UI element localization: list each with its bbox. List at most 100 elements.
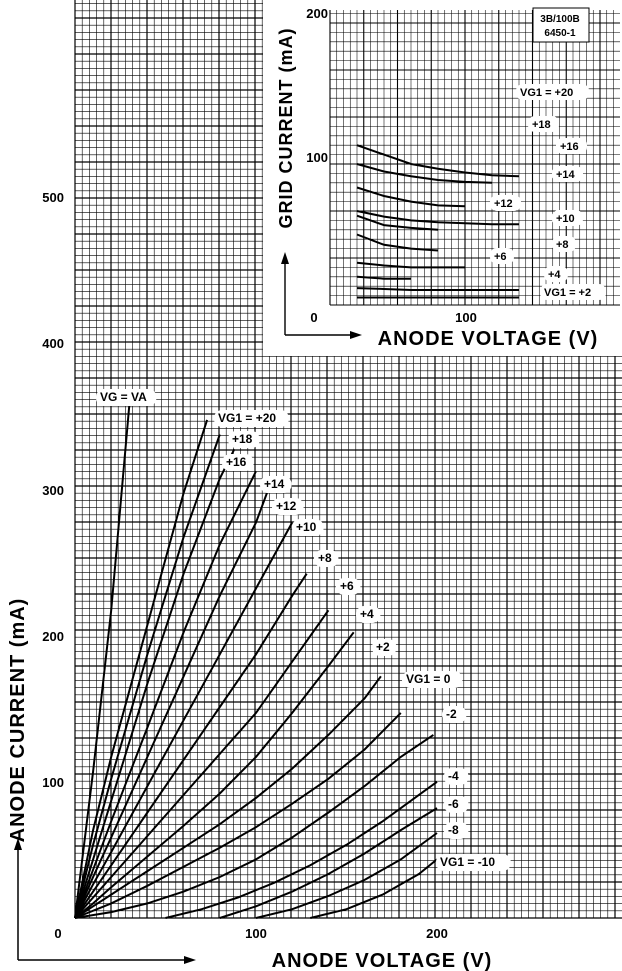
series-line-plus6 (74, 609, 330, 919)
series-label-bg-2 (442, 706, 467, 723)
series-label-6: -6 (448, 797, 459, 811)
series-line-plus12 (74, 492, 268, 919)
series-label-vg1-0: VG1 = 0 (406, 672, 451, 686)
labels: 100 200 300 400 500 0 100 200 ANODE VOLTAGE (V) A… (7, 6, 606, 971)
series-label-bg-vg1-0 (402, 671, 463, 688)
series-label-plus4: +4 (360, 607, 374, 621)
series-label-plus8: +8 (318, 551, 332, 565)
inset-series-label-vg1-plus20: VG1 = +20 (520, 87, 573, 99)
series-line-plus10 (74, 522, 294, 919)
inset-x-axis-title: ANODE VOLTAGE (V) (378, 328, 599, 350)
series-label-bg-plus12 (272, 498, 304, 515)
series-label-bg-6 (444, 796, 469, 813)
series-label-bg-plus4 (356, 606, 381, 623)
x-tick-label-200: 200 (426, 926, 448, 941)
inset-series-label-bg-plus6 (490, 248, 514, 264)
y-axis-title: ANODE CURRENT (mA) (7, 598, 29, 843)
inset-series-label-plus14: +14 (556, 169, 576, 181)
inset-series-line-plus4 (356, 287, 519, 291)
inset-series-label-bg-plus10 (552, 210, 583, 226)
inset-series-line-plus6 (356, 275, 411, 280)
inset-series-line-plus10 (356, 233, 439, 252)
series-label-bg-plus10 (292, 519, 324, 536)
inset-series-line-vg1-plus20 (356, 144, 520, 178)
y-axis-arrowhead (14, 838, 22, 850)
x-tick-label-100: 100 (245, 926, 267, 941)
inset-y-axis-arrowhead (281, 252, 289, 264)
series-label-plus16: +16 (226, 455, 247, 469)
inset-series-label-bg-plus14 (552, 166, 583, 182)
series-label-bg-plus18 (228, 431, 260, 448)
series-label-plus12: +12 (276, 499, 297, 513)
inset-series-line-plus18 (356, 163, 493, 184)
series-label-plus6: +6 (340, 579, 354, 593)
inset-series-label-plus10: +10 (556, 213, 575, 225)
inset-series-line-plus14 (356, 210, 519, 226)
series-label-vg-va: VG = VA (100, 390, 147, 404)
inset-series-label-bg-plus16 (556, 138, 587, 154)
inset-series-label-bg-plus18 (528, 116, 559, 132)
series-line-vg-va (74, 405, 131, 919)
inset-series-label-plus6: +6 (494, 251, 507, 263)
x-tick-label-0: 0 (54, 926, 61, 941)
series-label-bg-vg1-10 (436, 854, 511, 871)
series-label-plus10: +10 (296, 520, 317, 534)
series-line-plus8 (74, 573, 308, 919)
series-label-bg-plus6 (336, 578, 361, 595)
series-label-plus2: +2 (376, 640, 390, 654)
inset-series-label-bg-plus8 (552, 236, 576, 252)
series-line-vg1-0 (74, 712, 402, 919)
series-label-4: -4 (448, 769, 459, 783)
inset-series-label-plus4: +4 (548, 269, 561, 281)
inset-series-label-plus8: +8 (556, 239, 569, 251)
series-line-vg1-10 (310, 858, 438, 919)
inset-series-line-plus12 (356, 214, 439, 231)
series-line-vg1-plus20 (74, 419, 209, 919)
figure-code-line2: 6450-1 (544, 28, 576, 39)
series-line-4 (165, 780, 438, 919)
series-label-plus14: +14 (264, 477, 285, 491)
inset-y-tick-label-200: 200 (306, 6, 328, 21)
inset-series-label-vg1-plus2: VG1 = +2 (544, 287, 591, 299)
series-line-plus2 (74, 675, 382, 919)
x-axis-title: ANODE VOLTAGE (V) (272, 950, 493, 971)
series-line-plus18 (74, 434, 221, 919)
y-tick-label-100: 100 (42, 775, 64, 790)
series (74, 144, 520, 919)
inset-series-line-plus16 (356, 186, 466, 208)
series-line-2 (74, 734, 434, 919)
series-label-bg-8 (444, 822, 469, 839)
inset-series-label-plus18: +18 (532, 119, 551, 131)
series-line-plus16 (74, 448, 236, 919)
axes (14, 252, 362, 964)
inset-x-axis-arrowhead (350, 331, 362, 339)
y-tick-label-400: 400 (42, 336, 64, 351)
inset-x-tick-label-0: 0 (310, 310, 317, 325)
series-label-bg-plus14 (260, 476, 292, 493)
series-label-bg-vg1-plus20 (214, 410, 289, 427)
inset-series-label-bg-vg1-plus20 (516, 84, 589, 100)
series-label-8: -8 (448, 823, 459, 837)
series-line-plus4 (74, 631, 355, 919)
y-tick-label-500: 500 (42, 190, 64, 205)
grid (74, 0, 622, 919)
series-label-bg-vg-va (96, 389, 157, 406)
y-tick-label-200: 200 (42, 629, 64, 644)
inset-series-label-bg-vg1-plus2 (540, 284, 606, 300)
inset-x-tick-label-100: 100 (455, 310, 477, 325)
inset-series-line-plus8 (356, 261, 465, 269)
series-label-vg1-plus20: VG1 = +20 (218, 411, 276, 425)
series-label-bg-4 (444, 768, 469, 785)
inset-series-label-bg-plus4 (544, 266, 568, 282)
series-label-vg1-10: VG1 = -10 (440, 855, 495, 869)
inset-y-axis-title: GRID CURRENT (mA) (276, 28, 296, 229)
figure-code-box (532, 7, 590, 43)
y-tick-label-300: 300 (42, 483, 64, 498)
series-label-bg-plus16 (222, 454, 254, 471)
series-line-plus14 (74, 470, 257, 919)
series-line-6 (219, 807, 438, 919)
inset-y-tick-label-100: 100 (306, 150, 328, 165)
series-label-bg-plus8 (314, 550, 339, 567)
